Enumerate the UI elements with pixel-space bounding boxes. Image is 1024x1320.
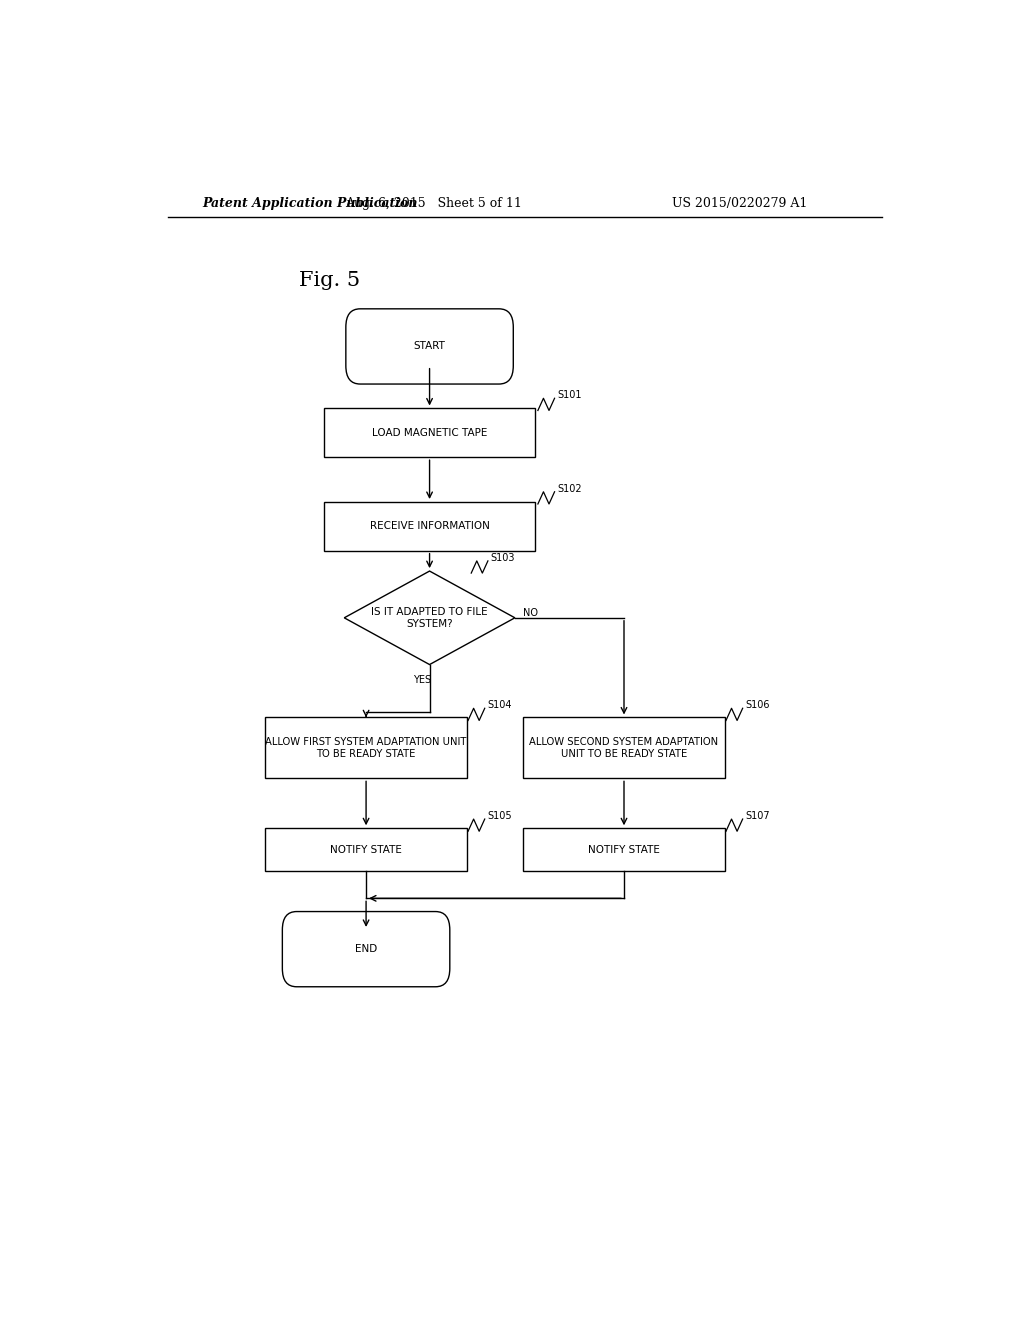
- Text: S106: S106: [745, 701, 769, 710]
- Text: US 2015/0220279 A1: US 2015/0220279 A1: [672, 197, 807, 210]
- Bar: [265, 828, 467, 871]
- FancyBboxPatch shape: [283, 912, 450, 987]
- Bar: [325, 408, 535, 457]
- Text: S105: S105: [487, 810, 512, 821]
- Text: Aug. 6, 2015   Sheet 5 of 11: Aug. 6, 2015 Sheet 5 of 11: [345, 197, 522, 210]
- Text: S101: S101: [557, 391, 582, 400]
- Text: IS IT ADAPTED TO FILE
SYSTEM?: IS IT ADAPTED TO FILE SYSTEM?: [372, 607, 487, 628]
- Text: START: START: [414, 342, 445, 351]
- Text: NOTIFY STATE: NOTIFY STATE: [588, 845, 659, 854]
- Bar: [523, 718, 725, 779]
- Text: Fig. 5: Fig. 5: [299, 271, 359, 290]
- Text: RECEIVE INFORMATION: RECEIVE INFORMATION: [370, 521, 489, 532]
- Text: S104: S104: [487, 701, 512, 710]
- Text: S103: S103: [490, 553, 515, 562]
- Text: END: END: [355, 944, 377, 954]
- Text: YES: YES: [413, 675, 431, 685]
- Text: LOAD MAGNETIC TAPE: LOAD MAGNETIC TAPE: [372, 428, 487, 438]
- Bar: [523, 828, 725, 871]
- Text: NOTIFY STATE: NOTIFY STATE: [330, 845, 402, 854]
- Bar: [265, 718, 467, 779]
- Text: NO: NO: [523, 607, 538, 618]
- Text: S102: S102: [557, 484, 582, 494]
- Text: ALLOW SECOND SYSTEM ADAPTATION
UNIT TO BE READY STATE: ALLOW SECOND SYSTEM ADAPTATION UNIT TO B…: [529, 737, 719, 759]
- FancyBboxPatch shape: [346, 309, 513, 384]
- Text: Patent Application Publication: Patent Application Publication: [202, 197, 418, 210]
- Polygon shape: [344, 572, 515, 664]
- Bar: [325, 502, 535, 550]
- Text: ALLOW FIRST SYSTEM ADAPTATION UNIT
TO BE READY STATE: ALLOW FIRST SYSTEM ADAPTATION UNIT TO BE…: [265, 737, 467, 759]
- Text: S107: S107: [745, 810, 770, 821]
